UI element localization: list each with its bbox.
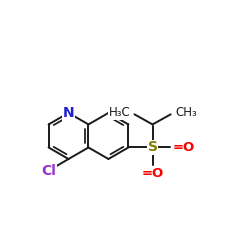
Text: CH₃: CH₃ xyxy=(175,106,197,120)
Text: Cl: Cl xyxy=(41,164,56,177)
Text: =O: =O xyxy=(142,167,164,180)
Text: =O: =O xyxy=(172,141,195,154)
Text: H₃C: H₃C xyxy=(108,106,130,120)
Text: S: S xyxy=(148,140,158,154)
Text: N: N xyxy=(63,106,74,120)
